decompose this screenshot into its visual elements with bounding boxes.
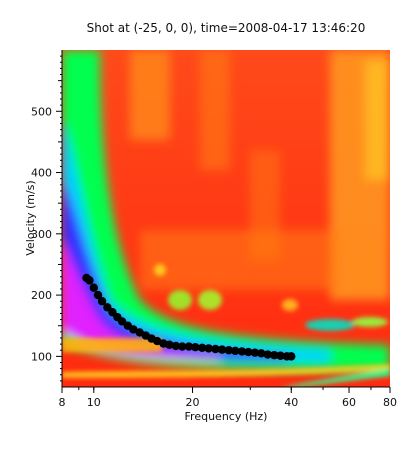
y-tick-label: 500 [31,105,52,118]
pick-point [177,342,187,351]
pick-point [89,283,98,292]
pick-point [97,297,107,306]
pick-point [129,325,138,334]
pick-point [237,347,247,356]
pick-point [117,317,127,326]
pick-point [171,341,181,351]
x-tick-label: 40 [284,396,298,409]
pick-point [276,351,285,360]
y-axis-label: Velocity (m/s) [24,180,37,255]
pick-point [191,342,200,352]
x-tick-label: 80 [383,396,397,409]
x-axis-label: Frequency (Hz) [185,410,268,423]
pick-point [224,346,233,355]
pick-point [204,344,213,353]
pick-point [197,343,207,352]
velocity-frequency-heatmap [62,50,390,387]
pick-point [270,350,279,360]
pick-point [165,340,174,349]
y-tick-label: 400 [31,167,52,180]
y-tick-label: 300 [31,228,52,241]
pick-point [211,344,220,354]
pick-point [217,345,227,354]
pick-point [257,349,266,358]
chart-title: Shot at (-25, 0, 0), time=2008-04-17 13:… [87,21,366,35]
pick-point [231,346,240,356]
dispersion-picks [82,273,296,361]
pick-point [250,348,260,357]
pick-point [85,276,94,285]
x-tick-label: 60 [342,396,356,409]
x-tick-label: 10 [87,396,101,409]
axes: 8 10 20 40 60 80 100 200 300 400 500 [31,50,397,409]
pick-point [244,347,253,357]
y-tick-label: 100 [31,350,52,363]
pick-point [287,352,296,361]
pick-point [93,290,103,300]
y-tick-label: 200 [31,289,52,302]
pick-point [184,342,194,351]
x-tick-label: 20 [186,396,200,409]
x-tick-label: 8 [59,396,66,409]
pick-point [263,350,272,359]
